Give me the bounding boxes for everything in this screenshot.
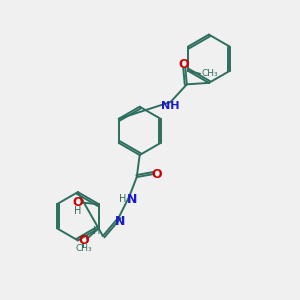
Text: H: H bbox=[74, 206, 81, 216]
Text: N: N bbox=[116, 215, 126, 228]
Text: O: O bbox=[72, 196, 83, 209]
Text: CH₃: CH₃ bbox=[75, 244, 92, 253]
Text: CH₃: CH₃ bbox=[201, 69, 218, 78]
Text: H: H bbox=[119, 194, 127, 204]
Text: NH: NH bbox=[161, 100, 179, 110]
Text: O: O bbox=[152, 168, 162, 181]
Text: O: O bbox=[179, 58, 190, 71]
Text: O: O bbox=[78, 234, 89, 247]
Text: H: H bbox=[93, 226, 100, 236]
Text: N: N bbox=[127, 193, 137, 206]
